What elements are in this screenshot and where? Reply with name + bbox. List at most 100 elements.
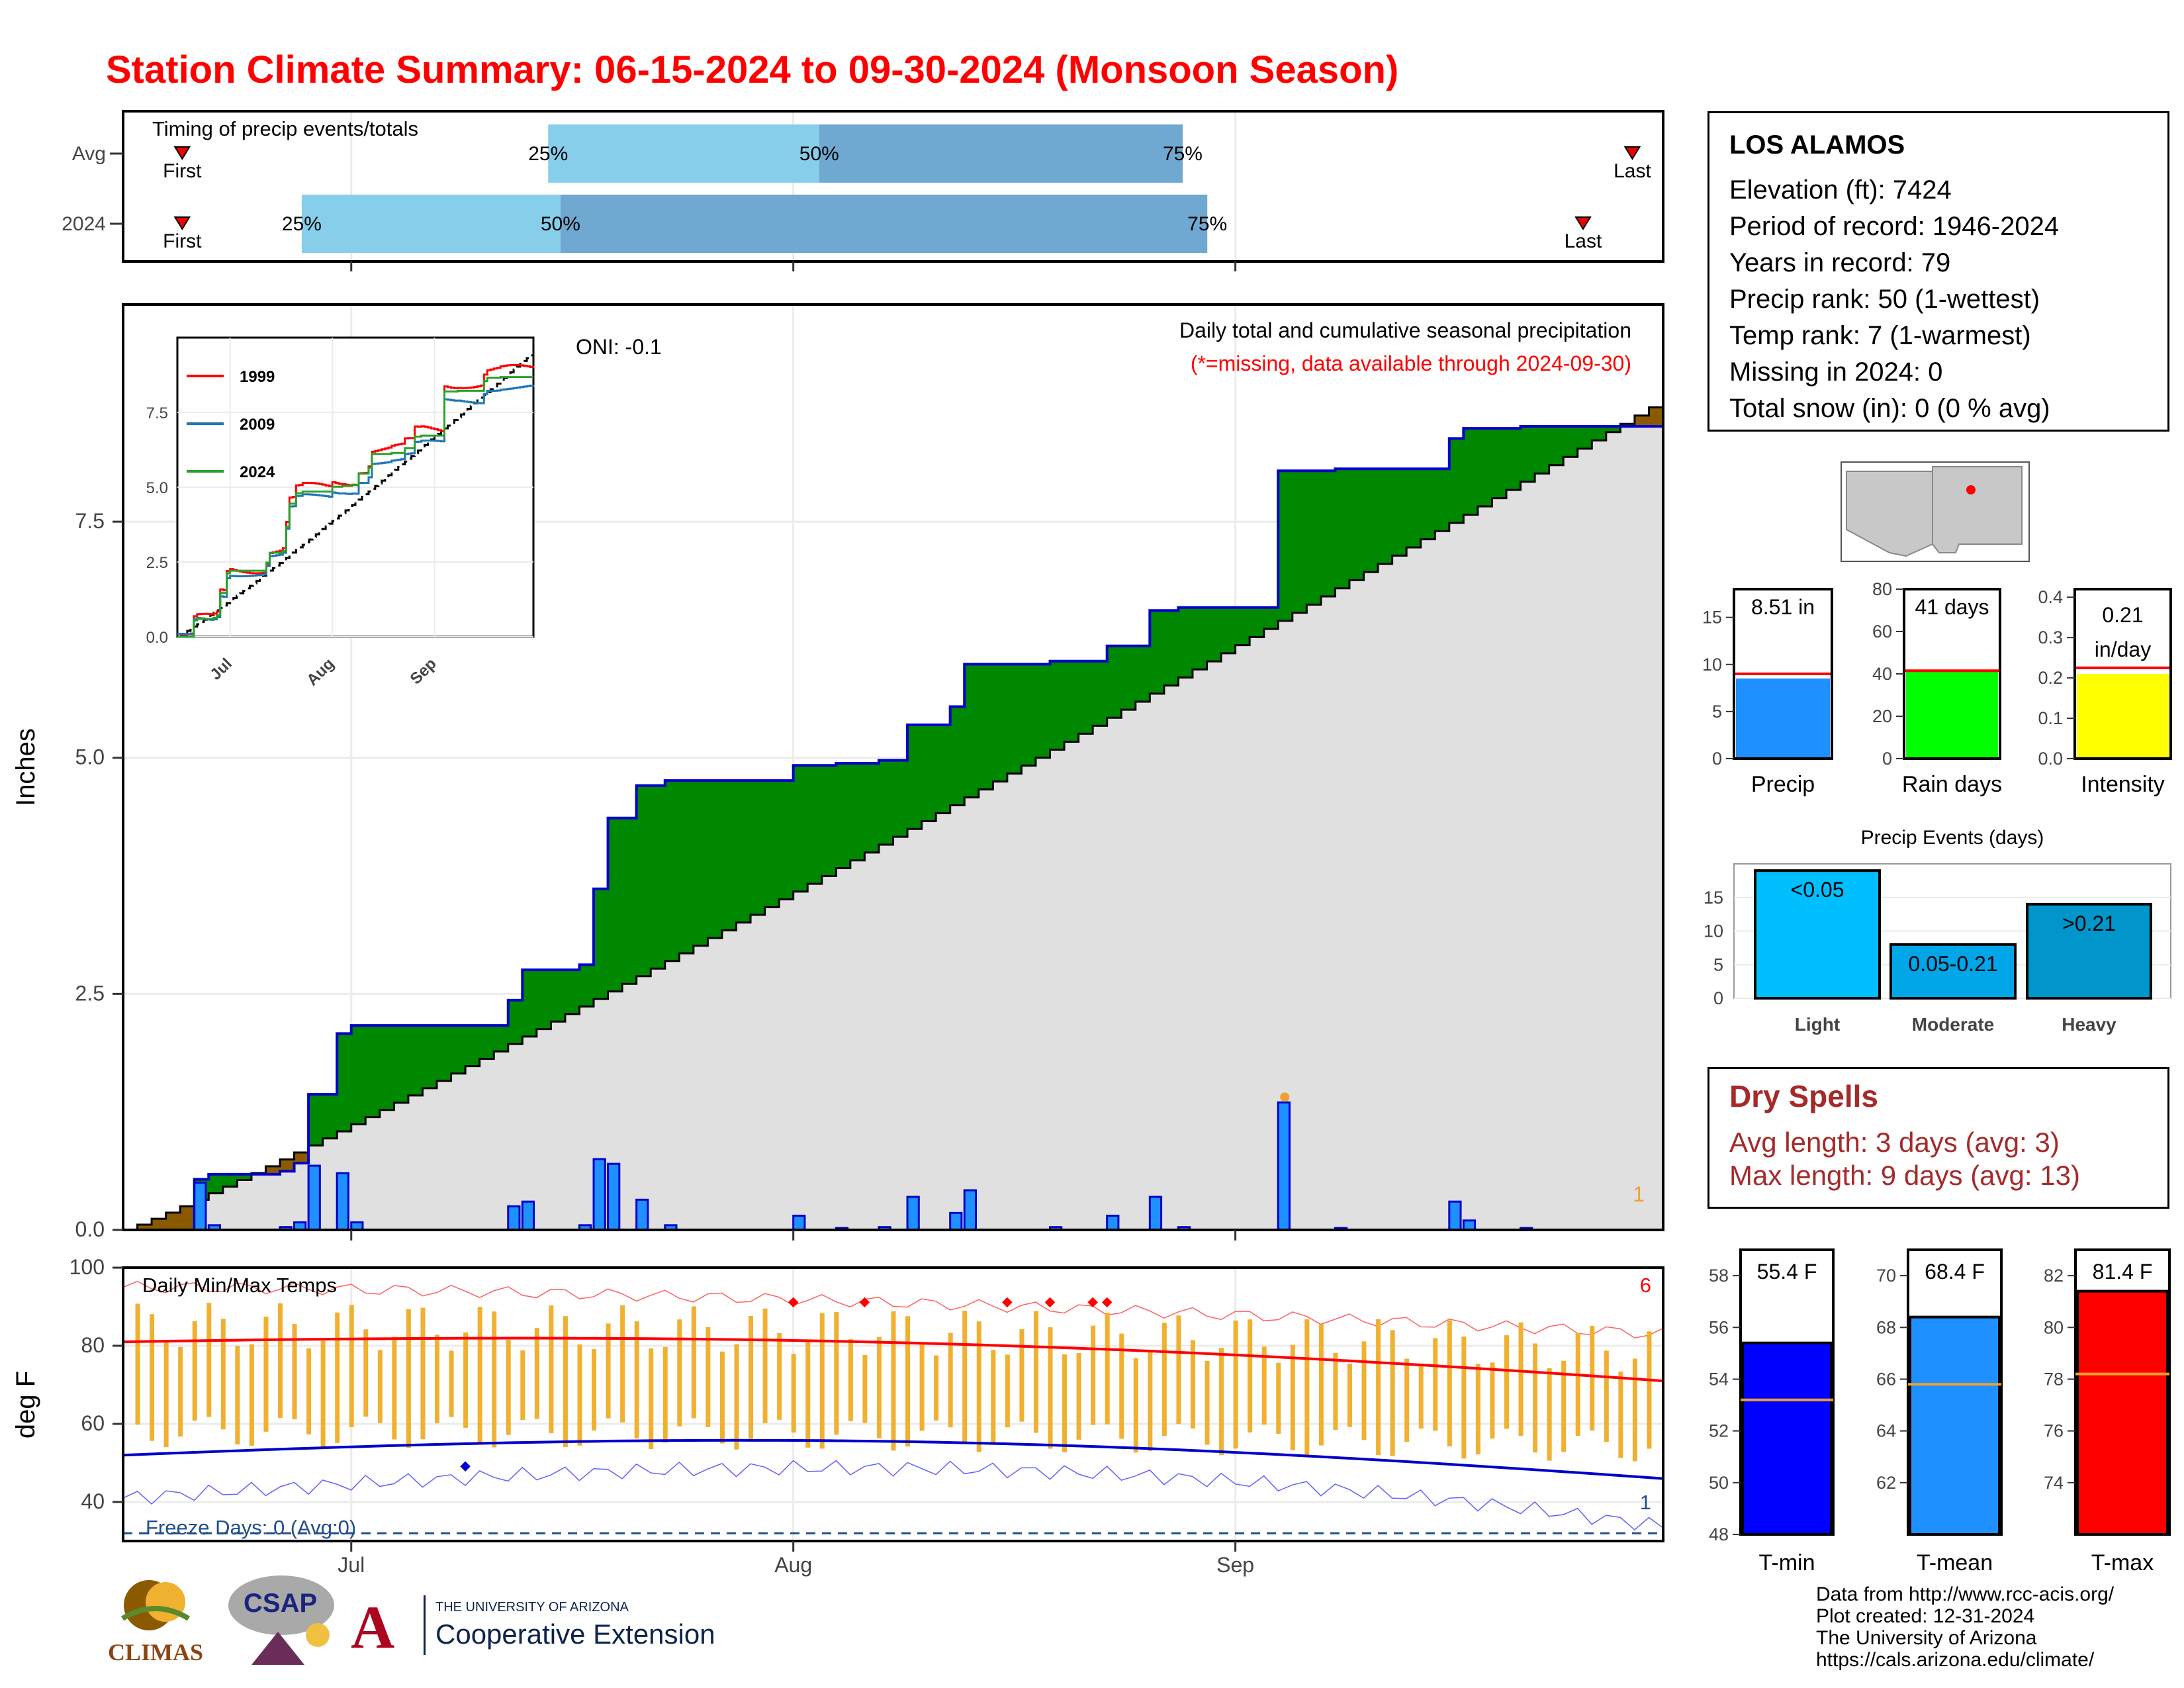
daily-precip-bar: [592, 1158, 606, 1231]
avg-fill: [536, 1029, 551, 1230]
daily-temp-range-bar: [1490, 1362, 1495, 1439]
daily-temp-range-bar: [876, 1336, 882, 1438]
wetter-fill: [978, 664, 993, 790]
timing-last-label: Last: [1565, 230, 1602, 252]
timing-last-marker: [1623, 146, 1641, 160]
temp-bar-tick-label: 50: [1709, 1473, 1729, 1493]
daily-temp-range-bar: [919, 1344, 925, 1431]
avg-fill: [964, 797, 979, 1230]
wetter-fill: [494, 1025, 509, 1052]
wetter-fill: [237, 1174, 252, 1180]
wetter-fill: [878, 760, 894, 845]
wetter-fill: [479, 1025, 494, 1059]
wetter-fill: [1206, 607, 1222, 662]
avg-fill: [878, 845, 894, 1230]
timing-p50-label: 50%: [799, 143, 839, 165]
daily-temp-range-bar: [976, 1321, 981, 1452]
wetter-fill: [636, 785, 651, 976]
wetter-fill: [1035, 664, 1051, 758]
wetter-fill: [1093, 661, 1108, 726]
daily-precip-bar: [336, 1172, 349, 1231]
daily-temp-range-bar: [1361, 1341, 1367, 1440]
credit-line: The University of Arizona: [1816, 1627, 2037, 1649]
daily-temp-range-bar: [420, 1307, 426, 1440]
daily-temp-range-bar: [620, 1305, 625, 1423]
daily-temp-range-bar: [577, 1344, 582, 1446]
record-low-marker: [460, 1461, 471, 1472]
daily-temp-range-bar: [1461, 1336, 1467, 1459]
wetter-fill: [1163, 610, 1179, 686]
timing-p50-label: 50%: [541, 213, 580, 235]
daily-temp-range-bar: [220, 1319, 226, 1430]
temp-bar-tick-label: 54: [1709, 1369, 1729, 1389]
wetter-fill: [522, 970, 537, 1037]
avg-fill: [1221, 653, 1236, 1230]
inset-ytick-label: 0.0: [146, 629, 168, 647]
avg-fill: [508, 1044, 523, 1230]
avg-fill: [1235, 645, 1250, 1230]
mini-bar-tick-label: 0.0: [2038, 749, 2063, 769]
event-category-label: Heavy: [2062, 1014, 2116, 1035]
precip-ytick-label: 5.0: [75, 745, 105, 769]
avg-fill: [579, 1006, 594, 1230]
credit-line: Data from http://www.rcc-acis.org/: [1816, 1583, 2115, 1605]
daily-temp-range-bar: [1433, 1338, 1438, 1431]
wetter-fill: [222, 1174, 238, 1187]
wetter-fill: [465, 1025, 480, 1066]
page-title: Station Climate Summary: 06-15-2024 to 0…: [106, 48, 1399, 91]
avg-fill: [1520, 481, 1535, 1230]
wetter-fill: [551, 970, 566, 1022]
daily-temp-range-bar: [1390, 1330, 1395, 1456]
avg-fill: [1506, 490, 1522, 1230]
daily-temp-range-bar: [649, 1348, 654, 1449]
wetter-fill: [736, 780, 751, 923]
wetter-fill: [1535, 426, 1550, 474]
avg-fill: [379, 1109, 394, 1230]
station-missing: Missing in 2024: 0: [1729, 357, 1943, 387]
event-range-label: 0.05-0.21: [1908, 952, 1997, 976]
avg-fill: [1250, 637, 1265, 1230]
daily-temp-range-bar: [1290, 1344, 1295, 1450]
avg-fill: [1206, 661, 1222, 1230]
daily-precip-bar: [307, 1164, 321, 1231]
avg-fill: [793, 891, 808, 1230]
daily-temp-range-bar: [1161, 1323, 1167, 1436]
temp-bar-label: T-max: [2091, 1550, 2154, 1575]
daily-temp-range-bar: [320, 1340, 326, 1447]
drier-fill: [1634, 415, 1650, 427]
avg-fill: [664, 961, 680, 1230]
avg-fill: [1392, 555, 1407, 1230]
wetter-fill: [779, 780, 794, 900]
wetter-fill: [1306, 471, 1322, 605]
wetter-fill: [1107, 645, 1122, 718]
wetter-fill: [422, 1025, 437, 1088]
avg-fill: [494, 1051, 509, 1230]
avg-fill: [465, 1066, 480, 1230]
timing-p25-label: 25%: [282, 213, 322, 235]
wetter-fill: [1463, 428, 1479, 515]
inset-legend-label: 1999: [240, 368, 275, 386]
temp-bar-tick-label: 80: [2044, 1317, 2064, 1337]
timing-p75-label: 75%: [1187, 213, 1227, 235]
wetter-fill: [1492, 428, 1507, 498]
daily-temp-range-bar: [606, 1323, 611, 1419]
avg-fill: [821, 876, 837, 1230]
record-high-marker: [859, 1297, 870, 1308]
avg-fill: [1292, 612, 1307, 1230]
avg-fill: [1535, 473, 1550, 1230]
daily-temp-range-bar: [292, 1324, 297, 1420]
timing-row-label: 2024: [62, 213, 106, 235]
event-bar: [2026, 902, 2152, 1000]
timing-last-marker: [1574, 216, 1592, 230]
daily-temp-range-bar: [1504, 1335, 1509, 1429]
timing-row-label: Avg: [72, 143, 106, 165]
avg-fill: [1150, 693, 1165, 1230]
wetter-fill: [1606, 426, 1621, 432]
wetter-fill: [394, 1025, 409, 1103]
mini-bar-value-label: 8.51 in: [1751, 595, 1815, 619]
daily-temp-range-bar: [805, 1340, 811, 1448]
daily-temp-range-bar: [1062, 1354, 1068, 1452]
timing-title: Timing of precip events/totals: [152, 117, 418, 140]
events-tick-label: 15: [1704, 888, 1723, 908]
mini-bar-tick-label: 10: [1702, 655, 1722, 675]
